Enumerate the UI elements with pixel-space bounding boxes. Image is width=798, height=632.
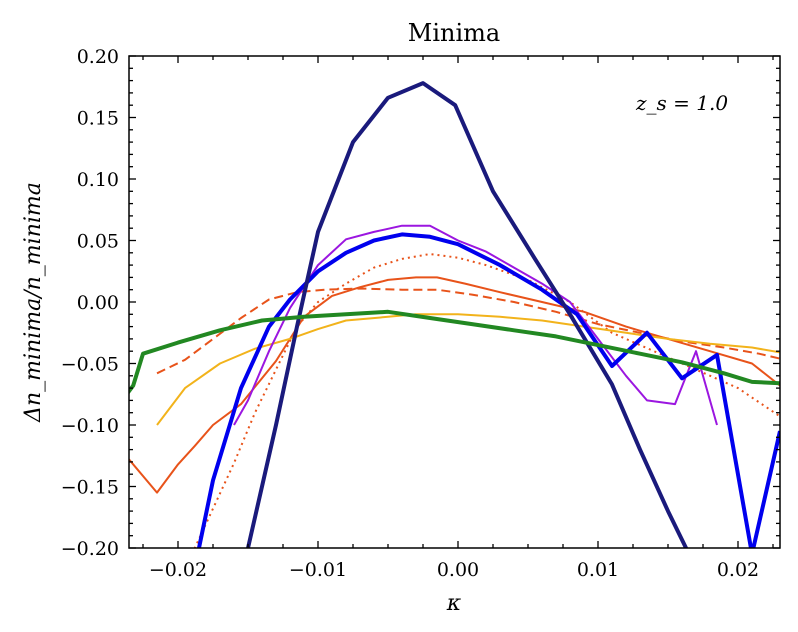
y-tick-label: −0.20 <box>61 538 119 560</box>
x-tick-label: 0.01 <box>577 559 619 581</box>
series-line-6 <box>196 232 780 548</box>
series-line-5 <box>233 224 718 426</box>
y-tick-label: 0.15 <box>77 108 119 130</box>
y-tick-label: 0.10 <box>77 169 119 191</box>
x-axis-title: κ <box>446 591 462 616</box>
series-line-8 <box>129 309 780 395</box>
x-tick-label: 0.00 <box>437 559 479 581</box>
plot-frame <box>128 55 781 549</box>
y-tick-label: −0.05 <box>61 354 119 376</box>
y-tick-label: 0.05 <box>77 231 119 253</box>
series-line-3 <box>193 253 780 548</box>
series-layer <box>129 81 780 548</box>
series-line-4 <box>156 313 780 426</box>
ticks-layer: −0.02 −0.01 0.00 0.01 0.02 −0.20 −0.15 −0.10 −0.… <box>61 46 780 581</box>
chart-title: Minima <box>408 19 500 47</box>
y-tick-label: −0.10 <box>61 415 119 437</box>
y-axis-title: Δn_minima/n_minima <box>21 182 46 423</box>
redshift-annotation: z_s = 1.0 <box>635 91 728 115</box>
y-tick-label: 0.20 <box>77 46 119 68</box>
x-tick-label: −0.01 <box>289 559 347 581</box>
series-line-2 <box>156 287 780 375</box>
x-tick-label: −0.02 <box>149 559 207 581</box>
y-tick-label: 0.00 <box>77 292 119 314</box>
x-tick-label: 0.02 <box>717 559 759 581</box>
series-line-7 <box>245 81 689 548</box>
y-tick-label: −0.15 <box>61 477 119 499</box>
